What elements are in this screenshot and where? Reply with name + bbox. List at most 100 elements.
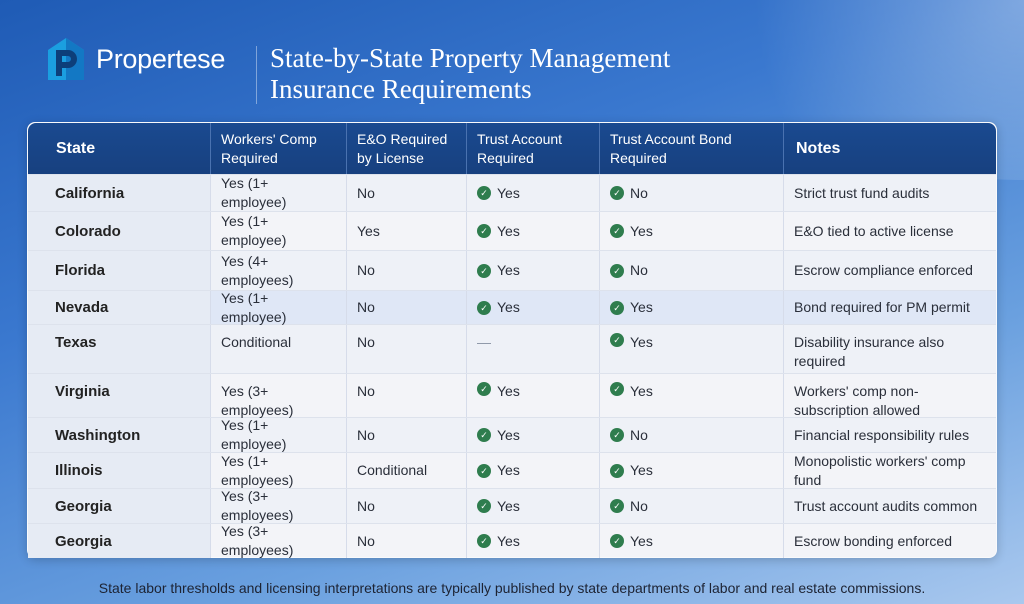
workers-comp-cell-text: Yes (1+ employees)	[221, 452, 294, 488]
eo-cell: No	[347, 524, 467, 558]
workers-comp-cell-text: Conditional	[221, 334, 292, 350]
trust-bond-cell: ✓ No	[600, 251, 784, 290]
state-cell: Georgia	[28, 524, 211, 558]
trust-account-cell-text: Yes	[497, 532, 520, 549]
trust-bond-cell: ✓ Yes	[600, 291, 784, 324]
table-row: Florida Yes (4+ employees) No ✓ Yes ✓ No Escrow…	[28, 250, 996, 290]
title-line-2: Insurance Requirements	[270, 74, 532, 104]
eo-cell: No	[347, 251, 467, 290]
trust-bond-cell: ✓ No	[600, 489, 784, 523]
table-row: Georgia Yes (3+ employees) No ✓ Yes ✓ No Trust …	[28, 488, 996, 523]
notes-cell-text: Bond required for PM permit	[794, 299, 970, 315]
workers-comp-cell: Yes (3+ employees)	[211, 488, 347, 523]
notes-cell: Escrow compliance enforced	[784, 251, 996, 290]
header-state: State	[28, 123, 211, 174]
state-cell: California	[28, 175, 211, 211]
workers-comp-cell-text: Yes (1+ employee)	[221, 213, 287, 248]
workers-comp-cell-text: Yes (3+ employees)	[221, 523, 294, 558]
notes-cell-text: Financial responsibility rules	[794, 426, 970, 443]
check-icon: ✓	[610, 333, 624, 347]
trust-account-cell-text: Yes	[497, 299, 520, 315]
state-cell-text: Illinois	[55, 462, 103, 479]
trust-bond-cell-text: Yes	[630, 222, 653, 239]
workers-comp-cell-text: Yes (3+ employees)	[221, 488, 294, 523]
trust-account-cell: ✓ Yes	[467, 524, 600, 558]
trust-bond-cell-text: Yes	[630, 532, 653, 549]
header-eo: E&O Required by License	[347, 123, 467, 174]
notes-cell: Workers' comp non-subscription allowed	[784, 374, 996, 418]
trust-bond-cell-text: Yes	[630, 334, 653, 350]
workers-comp-cell-text: Yes (1+ employee)	[221, 417, 287, 452]
eo-cell: No	[347, 175, 467, 211]
trust-account-cell: ✓ Yes	[467, 291, 600, 324]
workers-comp-cell: Yes (1+ employee)	[211, 417, 347, 452]
table-body: California Yes (1+ employee) No ✓ Yes ✓ No Stri…	[28, 174, 996, 558]
header-trust-account: Trust Account Required	[467, 123, 600, 174]
table-row: California Yes (1+ employee) No ✓ Yes ✓ No Stri…	[28, 174, 996, 211]
eo-cell: No	[347, 325, 467, 373]
state-cell: Washington	[28, 418, 211, 452]
trust-account-cell-text: Yes	[497, 497, 520, 514]
check-icon: ✓	[477, 186, 491, 200]
trust-account-cell: ✓ Yes	[467, 212, 600, 250]
trust-account-cell-text: Yes	[497, 262, 520, 278]
eo-cell-text: No	[357, 299, 375, 315]
trust-account-cell-text: Yes	[497, 184, 520, 201]
eo-cell-text: No	[357, 497, 375, 514]
state-cell: Colorado	[28, 212, 211, 250]
eo-cell-text: No	[357, 426, 375, 443]
house-p-logo-icon	[48, 38, 84, 80]
notes-cell: Monopolistic workers' comp fund	[784, 453, 996, 488]
check-icon: ✓	[477, 534, 491, 548]
trust-bond-cell: ✓ Yes	[600, 453, 784, 488]
notes-cell-text: Monopolistic workers' comp fund	[794, 452, 966, 488]
trust-bond-cell: ✓ Yes	[600, 374, 784, 417]
state-cell-text: Virginia	[55, 383, 110, 400]
eo-cell-text: No	[357, 184, 375, 201]
check-icon: ✓	[610, 300, 624, 315]
check-icon: ✓	[610, 382, 624, 396]
header-workers-comp: Workers' Comp Required	[211, 123, 347, 174]
state-cell-text: Georgia	[55, 497, 112, 515]
trust-account-cell-text: —	[477, 334, 491, 350]
trust-bond-cell: ✓ No	[600, 175, 784, 211]
notes-cell-text: E&O tied to active license	[794, 222, 954, 239]
brand-logo: Propertese	[44, 36, 225, 82]
state-cell: Florida	[28, 251, 211, 290]
workers-comp-cell: Yes (3+ employees)	[211, 523, 347, 558]
workers-comp-cell: Yes (4+ employees)	[211, 251, 347, 290]
eo-cell-text: No	[357, 383, 375, 399]
notes-cell-text: Strict trust fund audits	[794, 184, 930, 201]
state-cell-text: Washington	[55, 426, 141, 444]
check-icon: ✓	[610, 186, 624, 200]
workers-comp-cell: Yes (3+ employees)	[211, 374, 347, 418]
footer-note: State labor thresholds and licensing int…	[98, 580, 926, 596]
eo-cell-text: Yes	[357, 222, 380, 239]
trust-bond-cell-text: No	[630, 184, 648, 201]
check-icon: ✓	[477, 463, 491, 478]
brand-name: Propertese	[96, 43, 226, 74]
check-icon: ✓	[610, 263, 624, 278]
notes-cell: Trust account audits common	[784, 489, 996, 523]
table-row: Washington Yes (1+ employee) No ✓ Yes ✓ No Fina…	[28, 417, 996, 452]
state-cell-text: Georgia	[55, 532, 112, 550]
trust-bond-cell: ✓ Yes	[600, 212, 784, 250]
trust-bond-cell-text: Yes	[630, 383, 653, 399]
workers-comp-cell: Yes (1+ employees)	[211, 453, 347, 488]
trust-account-cell-text: Yes	[497, 222, 520, 239]
workers-comp-cell-text: Yes (1+ employee)	[221, 175, 287, 210]
notes-cell-text: Workers' comp non-subscription allowed	[794, 383, 921, 418]
trust-bond-cell: ✓ Yes	[600, 325, 784, 373]
table-row: Nevada Yes (1+ employee) No ✓ Yes ✓ Yes Bond re…	[28, 290, 996, 325]
check-icon: ✓	[477, 499, 491, 513]
trust-bond-cell-text: Yes	[630, 462, 653, 478]
check-icon: ✓	[610, 534, 624, 548]
check-icon: ✓	[610, 499, 624, 513]
trust-account-cell: ✓ Yes	[467, 418, 600, 452]
trust-account-cell: ✓ Yes	[467, 374, 600, 417]
workers-comp-cell: Yes (1+ employee)	[211, 290, 347, 325]
notes-cell-text: Disability insurance also required	[794, 334, 945, 369]
eo-cell: Conditional	[347, 453, 467, 488]
check-icon: ✓	[477, 382, 491, 396]
state-cell-text: Texas	[55, 334, 97, 351]
